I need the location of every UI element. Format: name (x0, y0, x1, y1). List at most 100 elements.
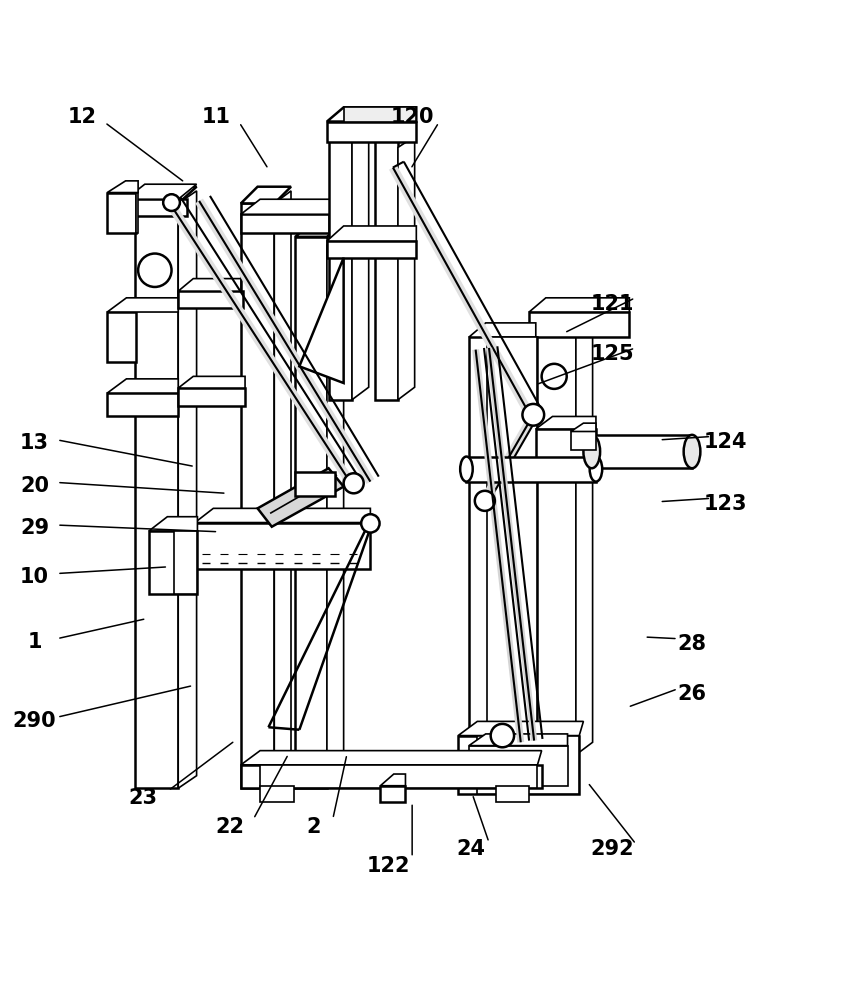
Polygon shape (295, 223, 344, 237)
Polygon shape (241, 751, 542, 765)
Bar (260, 786, 294, 802)
Polygon shape (327, 107, 416, 122)
Polygon shape (274, 191, 291, 788)
Text: 125: 125 (591, 344, 634, 364)
Polygon shape (136, 193, 138, 233)
Polygon shape (178, 376, 245, 388)
Bar (529, 312, 629, 337)
Bar (241, 203, 274, 788)
Bar (467, 457, 596, 482)
Text: 124: 124 (704, 432, 747, 452)
Polygon shape (380, 774, 405, 786)
Bar (195, 523, 370, 569)
Circle shape (344, 473, 363, 493)
Text: 13: 13 (20, 433, 49, 453)
Polygon shape (107, 181, 138, 193)
Polygon shape (125, 184, 197, 199)
Polygon shape (398, 137, 415, 400)
Bar (295, 237, 327, 788)
Bar (571, 431, 596, 450)
Text: 120: 120 (390, 107, 434, 127)
Bar (374, 141, 398, 400)
Bar (329, 124, 352, 400)
Text: 10: 10 (20, 567, 49, 587)
Circle shape (542, 364, 567, 389)
Text: 23: 23 (129, 788, 157, 808)
Text: 29: 29 (20, 518, 49, 538)
Circle shape (522, 404, 544, 426)
Polygon shape (327, 233, 344, 788)
Bar (327, 122, 416, 142)
Text: 26: 26 (678, 684, 706, 704)
Bar (107, 393, 178, 416)
Bar (380, 786, 405, 802)
Polygon shape (571, 423, 596, 431)
Bar (135, 203, 178, 788)
Polygon shape (178, 279, 241, 291)
Polygon shape (135, 187, 197, 203)
Bar (536, 312, 576, 755)
Circle shape (163, 194, 180, 211)
Polygon shape (257, 468, 344, 527)
Text: 290: 290 (13, 711, 56, 731)
Bar (107, 193, 136, 233)
Polygon shape (299, 258, 344, 383)
Text: 2: 2 (306, 817, 320, 837)
Polygon shape (536, 304, 593, 318)
Text: 20: 20 (20, 476, 49, 496)
Text: 28: 28 (678, 634, 706, 654)
Text: 11: 11 (201, 107, 230, 127)
Bar (469, 746, 568, 786)
Polygon shape (469, 323, 536, 337)
Polygon shape (195, 508, 370, 523)
Polygon shape (241, 199, 344, 214)
Text: 121: 121 (591, 294, 634, 314)
Bar (149, 531, 198, 594)
Polygon shape (107, 298, 178, 312)
Polygon shape (469, 734, 568, 746)
Text: 1: 1 (27, 632, 42, 652)
Bar (241, 214, 329, 233)
Polygon shape (458, 721, 584, 736)
Bar (178, 291, 243, 308)
Polygon shape (327, 226, 416, 241)
Polygon shape (576, 308, 593, 755)
Text: 22: 22 (215, 817, 245, 837)
Bar (125, 199, 188, 216)
Polygon shape (149, 517, 198, 531)
Circle shape (475, 491, 495, 511)
Bar (495, 786, 529, 802)
Bar (469, 337, 537, 755)
Bar (592, 435, 692, 468)
Text: 12: 12 (67, 107, 97, 127)
Bar (260, 765, 537, 788)
Bar (327, 241, 416, 258)
Text: 24: 24 (456, 839, 485, 859)
Bar (178, 388, 245, 406)
Circle shape (490, 724, 514, 747)
Bar (295, 472, 336, 496)
Bar (458, 736, 579, 794)
Ellipse shape (460, 457, 473, 482)
Ellipse shape (584, 435, 600, 468)
Text: 292: 292 (591, 839, 634, 859)
Bar (536, 429, 596, 471)
Circle shape (138, 254, 172, 287)
Polygon shape (352, 114, 368, 400)
Bar (107, 312, 136, 362)
Circle shape (361, 514, 379, 533)
Polygon shape (529, 298, 629, 312)
Text: 122: 122 (367, 856, 410, 876)
Text: 123: 123 (704, 494, 747, 514)
Bar (174, 531, 198, 594)
Polygon shape (241, 187, 291, 203)
Polygon shape (536, 416, 596, 429)
Ellipse shape (684, 435, 701, 468)
Bar (241, 765, 542, 788)
Polygon shape (107, 379, 178, 393)
Polygon shape (344, 107, 416, 122)
Bar (478, 736, 579, 794)
Ellipse shape (590, 457, 602, 482)
Bar (487, 337, 537, 755)
Polygon shape (178, 191, 197, 788)
